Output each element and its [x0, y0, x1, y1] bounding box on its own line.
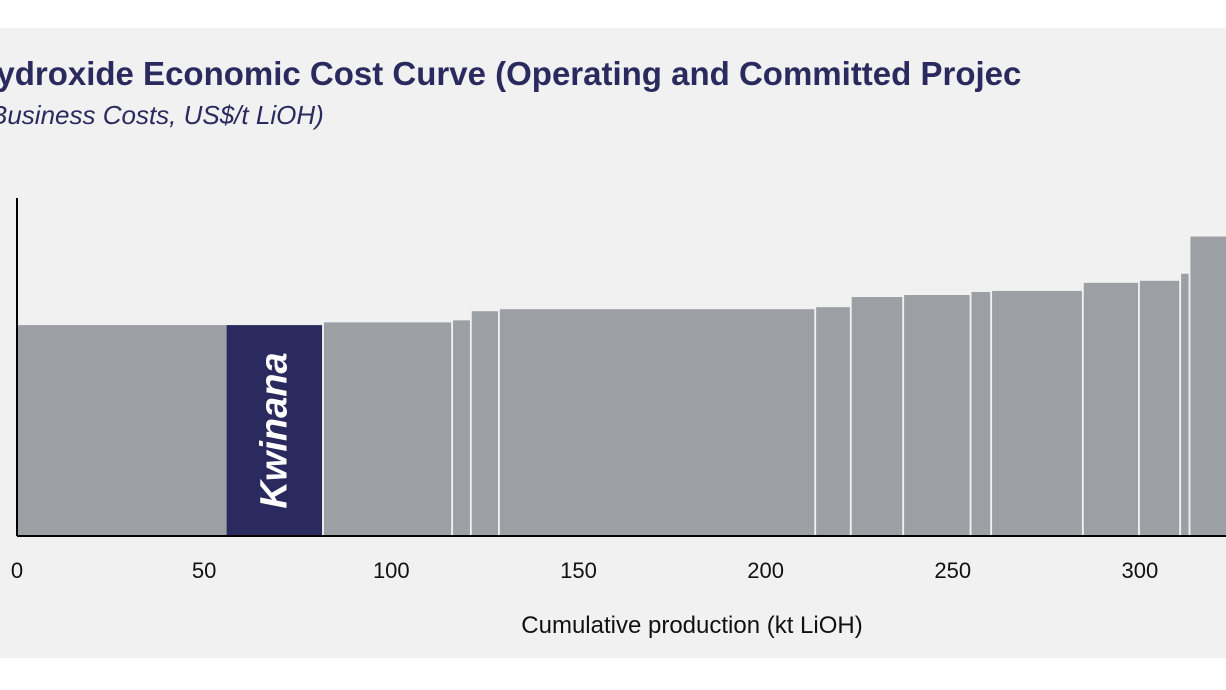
- bar-10: [992, 290, 1082, 536]
- bars-layer: [17, 236, 1226, 537]
- x-tick-label-100: 100: [373, 558, 410, 583]
- bar-12: [1139, 280, 1180, 536]
- bar-3: [453, 320, 470, 536]
- bar-label-kwinana: Kwinana: [253, 352, 295, 508]
- cost-curve-plot: Kwinana 0 50 100 150 200 250 300 Cumulative pr…: [11, 198, 1226, 639]
- bar-7: [851, 297, 903, 536]
- bar-4: [471, 311, 498, 536]
- bar-0: [17, 325, 227, 536]
- bar-13: [1181, 273, 1189, 536]
- chart-title: m Hydroxide Economic Cost Curve (Operati…: [0, 55, 1022, 92]
- bar-6: [816, 307, 850, 536]
- x-tick-labels: 0 50 100 150 200 250 300: [11, 558, 1158, 583]
- bar-labels-layer: Kwinana: [253, 352, 295, 508]
- x-tick-label-0: 0: [11, 558, 23, 583]
- x-tick-label-50: 50: [192, 558, 216, 583]
- x-axis-label: Cumulative production (kt LiOH): [521, 612, 862, 639]
- bar-2: [323, 322, 452, 536]
- chart-panel: m Hydroxide Economic Cost Curve (Operati…: [0, 28, 1226, 658]
- chart-subtitle: Business Costs, US$/t LiOH): [0, 100, 324, 130]
- bar-11: [1083, 282, 1139, 536]
- bar-kwinana: [226, 325, 323, 536]
- x-tick-label-150: 150: [560, 558, 597, 583]
- bar-8: [904, 295, 970, 536]
- x-tick-label-200: 200: [747, 558, 784, 583]
- bar-5: [499, 309, 815, 536]
- x-tick-label-250: 250: [934, 558, 971, 583]
- x-tick-label-300: 300: [1122, 558, 1159, 583]
- bar-9: [971, 291, 991, 536]
- bar-14: [1190, 236, 1226, 537]
